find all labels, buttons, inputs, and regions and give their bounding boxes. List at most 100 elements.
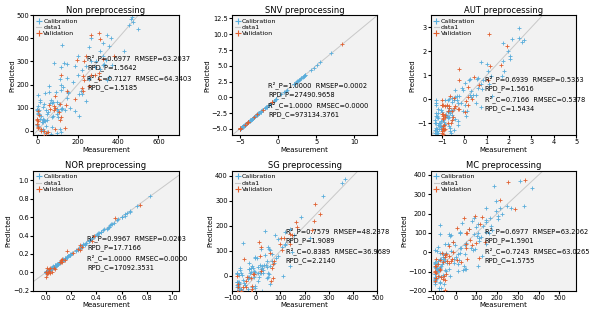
- Validation: [461, 245, 470, 250]
- Calibration: [250, 115, 259, 120]
- Calibration: [41, 270, 51, 275]
- Calibration: [458, 267, 468, 272]
- Calibration: [90, 233, 100, 238]
- Calibration: [514, 36, 524, 41]
- Validation: [246, 275, 256, 280]
- Calibration: [456, 101, 466, 106]
- Validation: [243, 120, 253, 125]
- Legend: Calibration, data1, Validation: Calibration, data1, Validation: [35, 173, 79, 193]
- Calibration: [440, 268, 449, 273]
- Validation: [461, 99, 471, 104]
- Calibration: [443, 116, 452, 121]
- Validation: [437, 97, 447, 102]
- Calibration: [316, 60, 325, 65]
- Calibration: [232, 288, 242, 293]
- Validation: [41, 275, 51, 280]
- Calibration: [34, 109, 43, 114]
- Calibration: [271, 96, 281, 101]
- Validation: [503, 179, 513, 184]
- Validation: [249, 115, 259, 120]
- Validation: [461, 241, 471, 246]
- Calibration: [250, 255, 260, 260]
- Calibration: [42, 111, 52, 116]
- Calibration: [90, 65, 100, 70]
- Calibration: [44, 267, 54, 272]
- Calibration: [444, 232, 454, 237]
- Calibration: [430, 275, 440, 280]
- Calibration: [247, 116, 257, 121]
- Validation: [232, 296, 242, 301]
- Calibration: [271, 97, 280, 102]
- Calibration: [473, 222, 482, 227]
- Calibration: [234, 300, 244, 306]
- Calibration: [41, 268, 51, 273]
- Validation: [431, 271, 440, 276]
- Calibration: [433, 268, 442, 273]
- Calibration: [443, 98, 453, 103]
- Text: R²_P=0.6977  RMSEP=63.2062
RPD_P=1.5901
R²_C=0.7243  RMSEC=63.0265
RPD_C=1.5755: R²_P=0.6977 RMSEP=63.2062 RPD_P=1.5901 R…: [485, 227, 589, 264]
- Calibration: [447, 118, 457, 123]
- Calibration: [52, 106, 62, 111]
- Calibration: [51, 263, 61, 268]
- Calibration: [233, 272, 242, 277]
- Calibration: [474, 235, 484, 240]
- Validation: [235, 126, 245, 131]
- Validation: [77, 245, 87, 250]
- Calibration: [464, 226, 474, 231]
- Calibration: [253, 270, 263, 275]
- Calibration: [483, 68, 493, 73]
- Validation: [268, 262, 278, 267]
- Validation: [293, 225, 302, 230]
- Calibration: [432, 265, 442, 270]
- Calibration: [35, 181, 45, 186]
- Calibration: [33, 112, 43, 117]
- Calibration: [434, 274, 443, 279]
- Calibration: [269, 98, 279, 103]
- Calibration: [128, 19, 138, 24]
- Calibration: [81, 99, 91, 104]
- Calibration: [40, 90, 49, 95]
- Calibration: [446, 131, 456, 136]
- X-axis label: Measurement: Measurement: [479, 302, 527, 308]
- Validation: [431, 256, 440, 261]
- Calibration: [490, 183, 499, 188]
- Calibration: [439, 257, 448, 262]
- Calibration: [266, 101, 275, 106]
- Calibration: [41, 270, 50, 275]
- Validation: [461, 230, 471, 235]
- Calibration: [455, 229, 464, 234]
- Calibration: [47, 266, 56, 271]
- Calibration: [271, 232, 280, 237]
- Calibration: [68, 79, 77, 84]
- Calibration: [437, 143, 446, 148]
- Validation: [256, 268, 266, 273]
- Validation: [34, 149, 44, 154]
- Validation: [41, 270, 50, 275]
- Calibration: [53, 109, 63, 114]
- Validation: [55, 259, 65, 264]
- Calibration: [73, 247, 83, 252]
- Calibration: [34, 146, 44, 151]
- Calibration: [38, 120, 48, 125]
- Calibration: [287, 250, 296, 255]
- Calibration: [431, 266, 441, 271]
- Calibration: [430, 260, 440, 265]
- Calibration: [442, 251, 451, 256]
- Calibration: [435, 280, 445, 285]
- Calibration: [259, 268, 268, 273]
- Calibration: [266, 101, 275, 106]
- Validation: [62, 249, 72, 254]
- Calibration: [74, 91, 83, 96]
- Validation: [43, 265, 52, 270]
- Calibration: [103, 78, 112, 83]
- Validation: [56, 258, 65, 263]
- Validation: [248, 290, 257, 295]
- Validation: [253, 112, 262, 117]
- Calibration: [232, 279, 242, 284]
- Calibration: [42, 269, 52, 274]
- Calibration: [476, 60, 485, 65]
- Validation: [70, 96, 80, 101]
- Validation: [77, 86, 87, 91]
- Calibration: [256, 109, 265, 114]
- Calibration: [255, 262, 265, 267]
